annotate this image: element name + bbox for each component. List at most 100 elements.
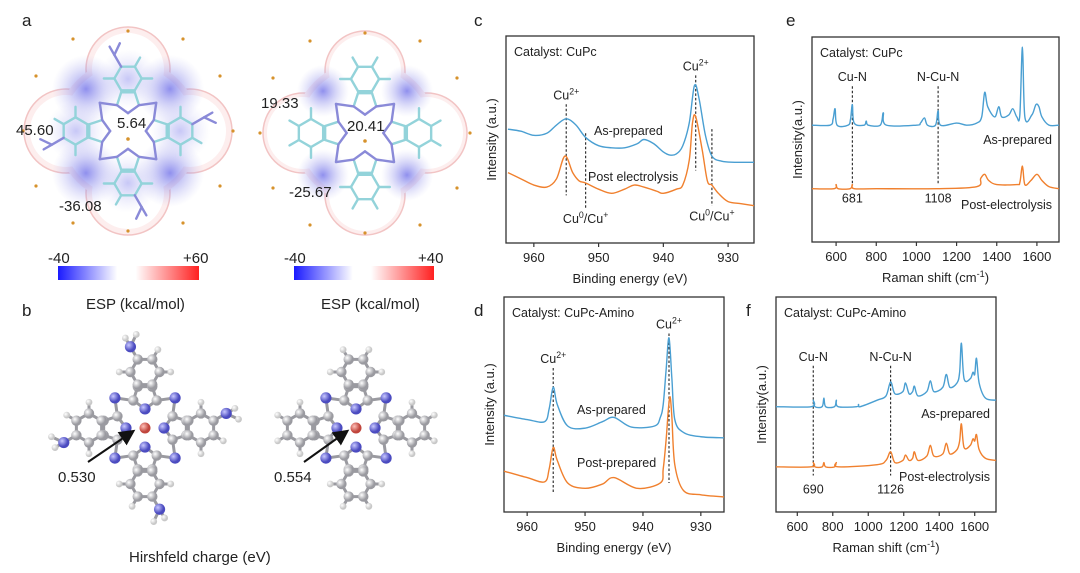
colorbar-min-label: -40 [48, 250, 70, 267]
hydrogen-atom [150, 518, 158, 525]
carbon-atom [358, 491, 369, 502]
surface-extremum-dot [258, 131, 262, 135]
carbon-atom [358, 379, 369, 390]
carbon-atom [132, 466, 143, 477]
hydrogen-atom [339, 346, 347, 354]
peak-label: Cu2+ [656, 316, 682, 332]
chart-title: Catalyst: CuPc-Amino [512, 306, 634, 320]
surface-extremum-dot [455, 186, 459, 190]
surface-extremum-dot [308, 39, 312, 43]
hydrogen-atom [128, 502, 136, 510]
x-tick-label: 930 [690, 519, 712, 534]
carbon-atom [394, 415, 405, 426]
carbon-atom [378, 434, 389, 445]
carbon-atom [128, 450, 139, 461]
x-tick-label: 940 [652, 250, 674, 265]
series-label: As-prepared [983, 133, 1052, 147]
carbon-atom [125, 478, 136, 490]
peak-label: Cu2+ [683, 57, 709, 73]
peak-label: Cu-N [838, 70, 867, 84]
esp-value: -25.67 [289, 184, 332, 201]
panel-label-d: d [474, 301, 483, 320]
peak-position-label: 1126 [877, 482, 904, 496]
carbon-atom [339, 395, 350, 406]
esp-value: 5.64 [117, 115, 146, 132]
series-line-as-prepared [503, 337, 725, 439]
carbon-atom [362, 450, 373, 461]
text-part: ) [985, 270, 989, 285]
hydrogen-atom [85, 398, 93, 406]
chart-c: 960 950 940 930 Binding energy (eV) Intensity… [484, 35, 755, 286]
peak-label: N-Cu-N [917, 70, 959, 84]
hydrogen-atom [430, 411, 438, 419]
hydrogen-atom [274, 437, 282, 445]
surface-extremum-dot [218, 74, 222, 78]
hydrogen-atom [378, 368, 386, 376]
x-tick-label: 930 [717, 250, 739, 265]
carbon-atom [358, 466, 369, 477]
carbon-atom [183, 415, 194, 426]
carbon-atom [96, 415, 107, 426]
carbon-atom [195, 408, 207, 419]
series-line-post-electrolysis [507, 114, 755, 207]
molecule-skeleton [39, 42, 217, 220]
peak-label: Cu0/Cu+ [689, 208, 734, 224]
chart-title: Catalyst: CuPc [820, 46, 903, 60]
carbon-atom [365, 478, 376, 490]
nitrogen-atom [58, 436, 70, 449]
hydrogen-atom [339, 502, 347, 510]
surface-extremum-dot [71, 221, 75, 225]
text-part: Cu [683, 59, 699, 73]
chart-e: 600 800 1000 1200 1400 1600 Raman shift (cm-1)… [790, 36, 1060, 285]
x-tick-label: 1000 [854, 519, 883, 534]
panel-label-f: f [746, 301, 751, 320]
peak-label: Cu2+ [540, 350, 566, 366]
series-line-as-prepared [811, 46, 1060, 128]
hydrogen-atom [365, 346, 373, 354]
carbon-atom [96, 430, 107, 441]
superscript: -1 [977, 269, 985, 279]
text-part: /Cu [584, 212, 604, 226]
superscript: + [730, 208, 735, 218]
panel-label-a: a [22, 11, 32, 30]
superscript: 2+ [699, 57, 709, 67]
carbon-atom [419, 415, 430, 426]
hirshfeld-caption: Hirshfeld charge (eV) [129, 549, 271, 566]
carbon-atom [167, 411, 178, 422]
x-tick-label: 600 [825, 249, 847, 264]
hydrogen-atom [274, 411, 282, 419]
esp-value: 45.60 [16, 122, 54, 139]
carbon-atom [406, 408, 418, 419]
spectra-charts: 960 950 940 930 Binding energy (eV) Intensity… [482, 35, 1060, 555]
carbon-atom [282, 430, 293, 441]
text-part: Raman shift (cm [882, 270, 977, 285]
superscript: + [603, 210, 608, 220]
text-part: Raman shift (cm [832, 540, 927, 555]
carbon-atom [362, 395, 373, 406]
esp-value: 19.33 [261, 95, 299, 112]
x-tick-label: 960 [516, 519, 538, 534]
text-part: Cu [563, 212, 579, 226]
text-part: N-Cu-N [917, 70, 959, 84]
x-tick-label: 960 [523, 250, 545, 265]
surface-extremum-dot [418, 39, 422, 43]
nitrogen-atom [169, 452, 181, 464]
superscript: 2+ [556, 350, 566, 360]
carbon-atom [128, 395, 139, 406]
text-part: Cu-N [838, 70, 867, 84]
colorbar-max-label: +60 [183, 250, 208, 267]
nitrogen-atom [220, 407, 232, 420]
hydrogen-atom [365, 502, 373, 510]
x-tick-label: 1600 [960, 519, 989, 534]
hydrogen-atom [167, 480, 175, 488]
peak-position-label: 690 [803, 482, 824, 496]
series-line-post-electrolysis [811, 165, 1060, 190]
chart-title: Catalyst: CuPc-Amino [784, 306, 906, 320]
x-tick-label: 1200 [942, 249, 971, 264]
x-tick-label: 600 [786, 519, 808, 534]
surface-extremum-dot [126, 137, 130, 141]
carbon-atom [419, 430, 430, 441]
carbon-atom [365, 366, 376, 378]
nitrogen-atom [139, 403, 151, 415]
carbon-atom [336, 478, 347, 490]
